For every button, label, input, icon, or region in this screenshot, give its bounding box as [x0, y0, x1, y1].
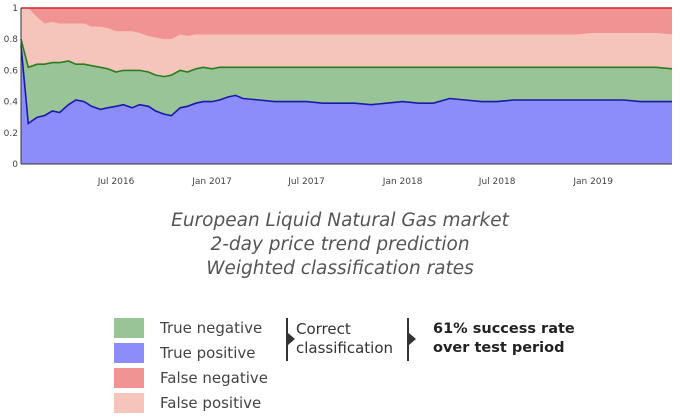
line-true-negative: [20, 38, 673, 78]
legend-swatch-false-negative: [114, 368, 144, 388]
x-tick-label: Jan 2017: [191, 177, 232, 187]
chart-lines: [20, 7, 673, 125]
chart: 0 0.2 0.4 0.6 0.8 1 Jul 2016 Jan 2017 Jul 2017 Ja…: [4, 4, 673, 187]
correct-bracket-line: [286, 318, 288, 361]
x-tick-label: Jan 2018: [382, 177, 423, 187]
chart-areas: [21, 8, 672, 164]
x-tick-label: Jan 2019: [572, 177, 613, 187]
area-true-positive: [21, 45, 672, 164]
x-tick-label: Jul 2017: [287, 177, 325, 187]
legend-label-false-negative: False negative: [160, 369, 269, 387]
area-false-positive: [21, 8, 672, 77]
legend-swatch-true-negative: [114, 318, 144, 338]
result-bracket-arrow: [409, 333, 416, 345]
caption-line-1: European Liquid Natural Gas market: [171, 210, 509, 231]
caption-line-3: Weighted classification rates: [206, 258, 474, 279]
legend-swatch-true-positive: [114, 343, 144, 363]
area-false-negative: [21, 8, 672, 40]
x-tick-label: Jul 2018: [478, 177, 516, 187]
y-tick-label: 0.4: [4, 98, 19, 108]
result-bracket-line: [407, 318, 409, 361]
caption-line-2: 2-day price trend prediction: [210, 234, 470, 255]
y-tick-label: 0: [12, 160, 18, 170]
chart-axes: 0 0.2 0.4 0.6 0.8 1 Jul 2016 Jan 2017 Jul 2017 Ja…: [4, 4, 672, 187]
area-true-negative: [21, 39, 672, 124]
success-rate-line-1: 61% success rate: [433, 321, 575, 337]
y-tick-label: 0.2: [4, 129, 18, 139]
legend-label-true-positive: True positive: [160, 344, 256, 362]
correct-classification-line-1: Correct: [296, 320, 351, 338]
x-tick-label: Jul 2016: [97, 177, 135, 187]
success-rate-line-2: over test period: [433, 340, 565, 356]
y-tick-label: 0.6: [4, 66, 19, 76]
correct-classification-line-2: classification: [296, 339, 394, 357]
legend-swatch-false-positive: [114, 393, 144, 413]
legend-label-false-positive: False positive: [160, 394, 262, 412]
correct-bracket-arrow: [288, 333, 295, 345]
y-tick-label: 0.8: [4, 35, 19, 45]
line-true-positive: [20, 45, 672, 125]
legend-label-true-negative: True negative: [160, 319, 263, 337]
y-tick-label: 1: [12, 4, 18, 14]
